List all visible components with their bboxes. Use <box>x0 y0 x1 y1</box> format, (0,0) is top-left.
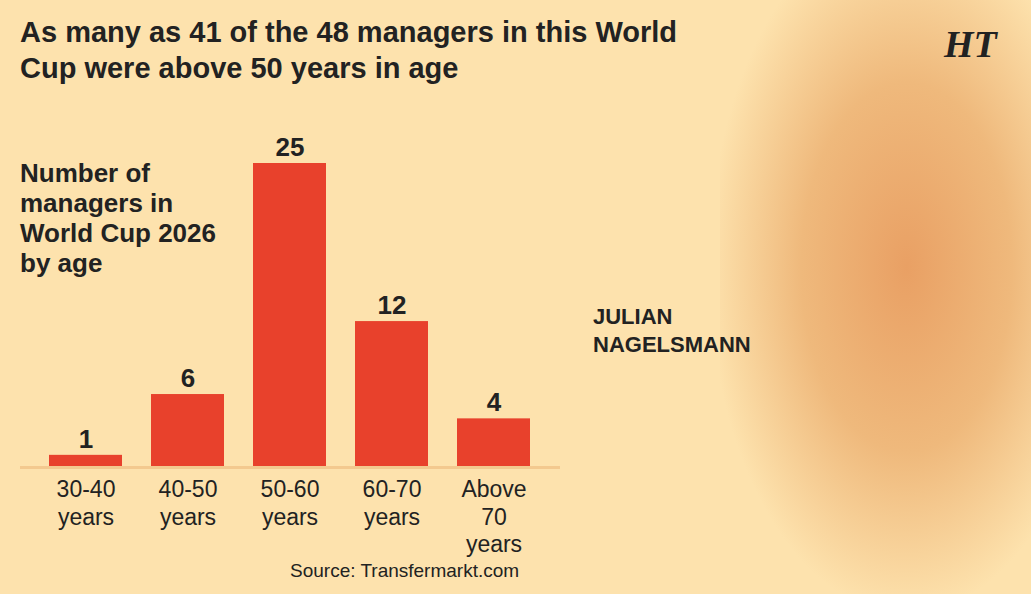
svg-text:4: 4 <box>487 387 502 417</box>
html-text:Source: Transfermarkt.com: Source: Transfermarkt.com <box>290 560 520 581</box>
html-text:HT: HT <box>944 23 997 65</box>
svg-text:1: 1 <box>79 424 93 454</box>
svg-text:12: 12 <box>378 290 407 320</box>
svg-text:25: 25 <box>276 132 305 162</box>
svg-text:60-70years: 60-70years <box>363 476 422 530</box>
svg-text:50-60years: 50-60years <box>261 476 320 530</box>
svg-text:Above70years: Above70years <box>461 476 526 557</box>
html-text:Number of managers in World Cu: Number of managers in World Cup 2026 by … <box>20 158 216 278</box>
svg-text:6: 6 <box>181 363 195 393</box>
svg-text:30-40years: 30-40years <box>57 476 116 530</box>
html-text:JULIAN NAGELSMANN: JULIAN NAGELSMANN <box>593 304 751 357</box>
html-text:As many as 41 of the 48 manage: As many as 41 of the 48 managers in this… <box>20 16 677 84</box>
svg-text:40-50years: 40-50years <box>159 476 218 530</box>
